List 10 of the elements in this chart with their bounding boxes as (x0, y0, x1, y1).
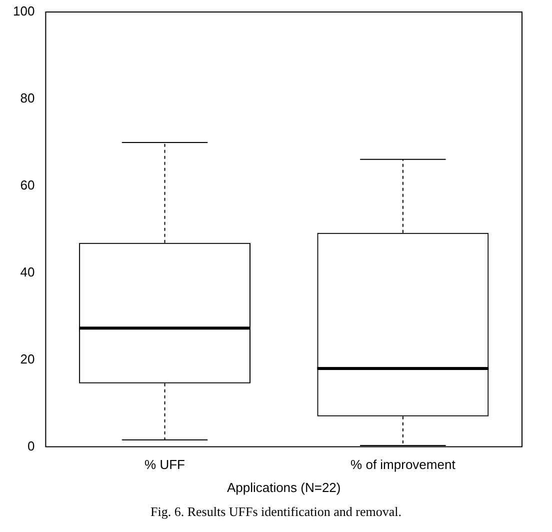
y-tick-label: 0 (27, 438, 35, 454)
x-axis-title: Applications (N=22) (226, 480, 341, 495)
y-tick-label: 20 (20, 351, 35, 366)
x-tick-label: % of improvement (350, 457, 456, 472)
y-tick-label: 40 (20, 264, 35, 280)
caption: Fig. 6. Results UFFs identification and removal. (150, 504, 402, 520)
y-tick-label: 100 (12, 4, 35, 19)
y-tick-label: 80 (20, 90, 35, 106)
x-tick-label: % UFF (144, 457, 186, 472)
y-tick-label: 60 (20, 178, 35, 192)
